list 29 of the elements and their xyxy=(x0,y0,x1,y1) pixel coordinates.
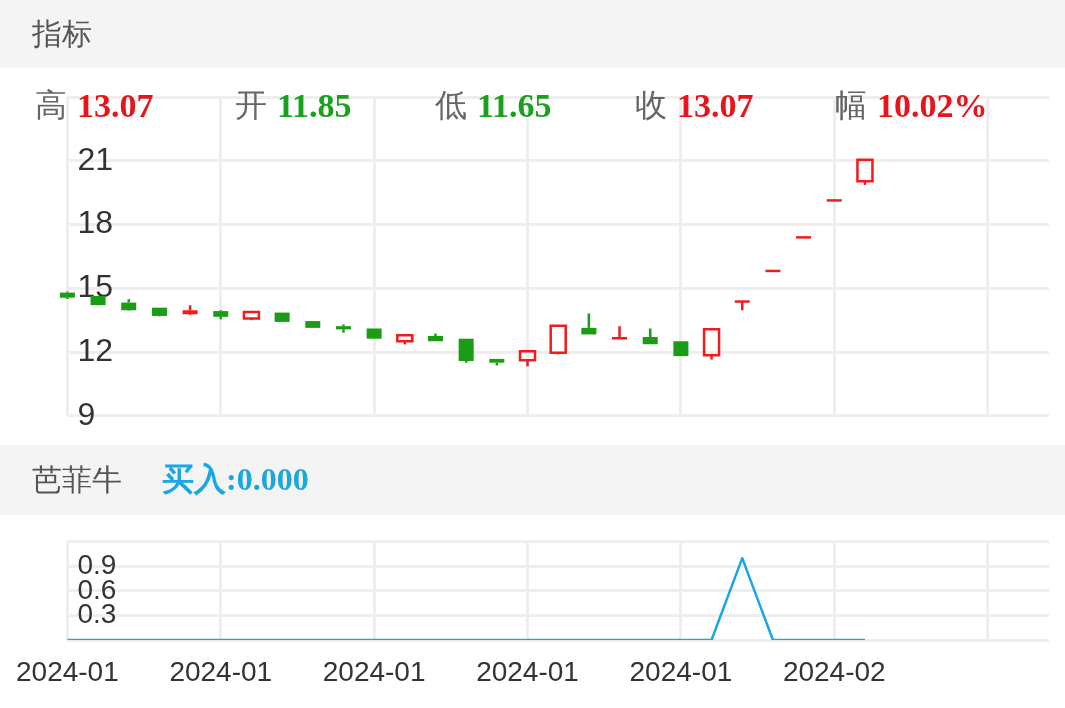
y-tick-label: 15 xyxy=(77,268,113,305)
annotation: 幅 xyxy=(835,86,867,125)
y-tick-label: 9 xyxy=(77,395,96,432)
annotation: 高 xyxy=(35,86,67,125)
annotation: 13.07 xyxy=(677,87,754,125)
annotation: 13.07 xyxy=(77,87,154,125)
y-tick-label: 18 xyxy=(77,204,113,241)
x-tick-label: 2024-01 xyxy=(476,655,579,687)
annotation: 收 xyxy=(635,86,667,125)
candlestick xyxy=(335,323,351,334)
chart-title: 芭菲牛 xyxy=(32,461,122,498)
annotation: 11.85 xyxy=(277,87,352,125)
y-tick-label: 12 xyxy=(77,331,113,368)
candlestick xyxy=(427,332,443,342)
x-tick-label: 2024-01 xyxy=(16,655,119,687)
candlestick xyxy=(612,324,628,340)
chart-subtitle: 买入:0.000 xyxy=(162,460,309,499)
x-tick-label: 2024-02 xyxy=(782,655,886,687)
y-tick-label: 21 xyxy=(77,140,113,177)
x-tick-label: 2024-01 xyxy=(169,655,273,687)
annotation: 开 xyxy=(235,86,267,125)
annotation: 11.65 xyxy=(477,87,552,125)
annotation: 10.02% xyxy=(877,87,988,125)
annotation: 低 xyxy=(435,86,467,125)
x-tick-label: 2024-01 xyxy=(629,655,733,687)
chart-title: 指标 xyxy=(32,15,92,52)
candlestick xyxy=(458,338,474,364)
candlestick xyxy=(121,297,137,311)
x-tick-label: 2024-01 xyxy=(322,655,426,687)
